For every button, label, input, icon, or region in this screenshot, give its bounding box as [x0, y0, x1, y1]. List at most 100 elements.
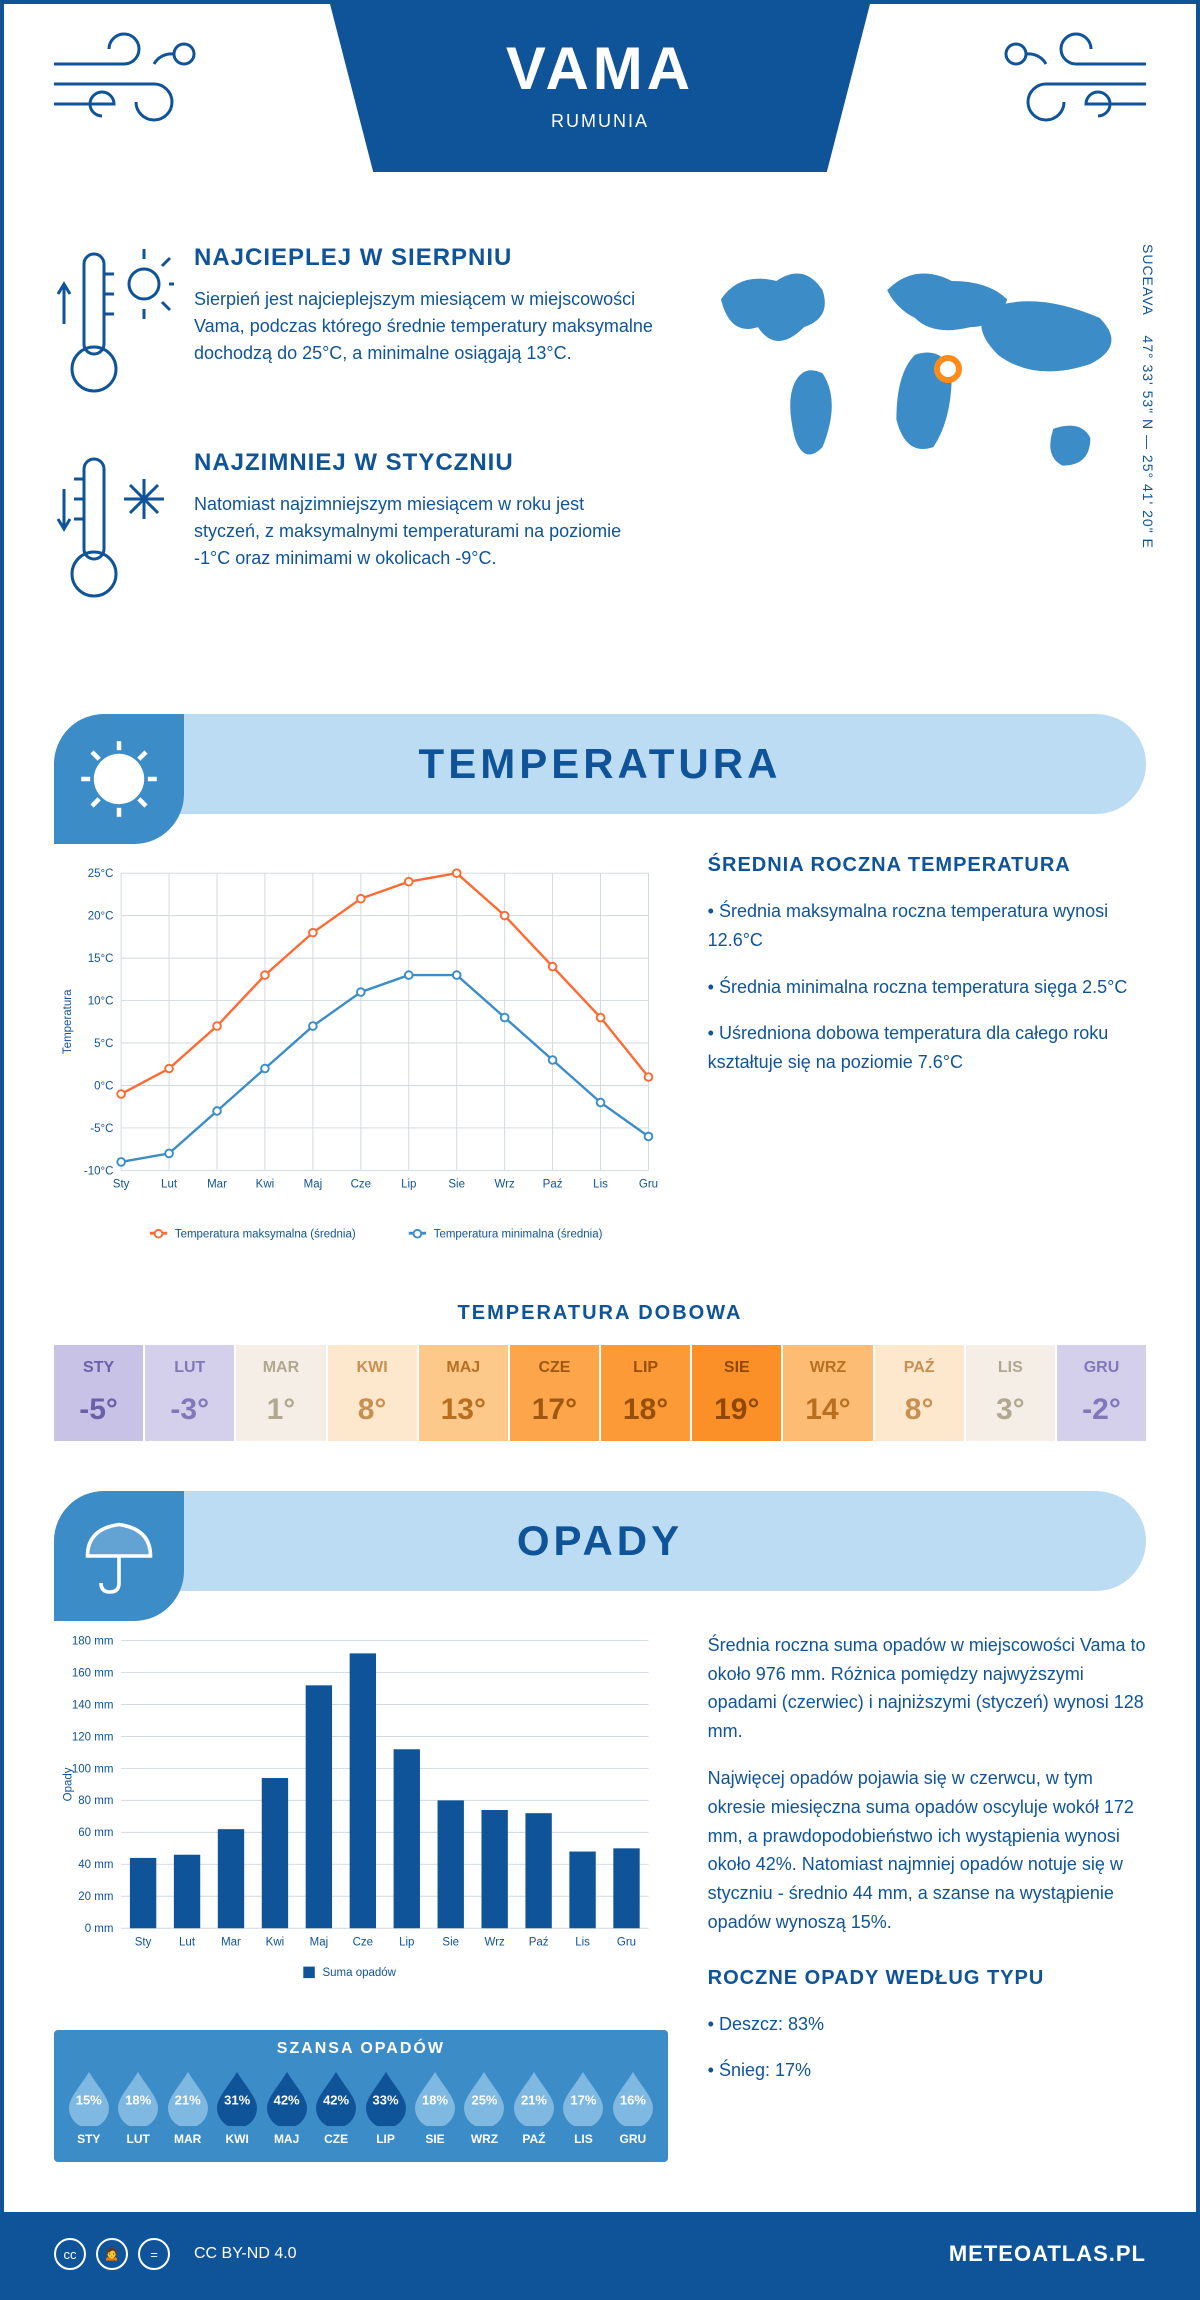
rain-chance-drop: 16% GRU: [609, 2068, 657, 2146]
intro-section: NAJCIEPLEJ W SIERPNIU Sierpień jest najc…: [4, 204, 1196, 694]
rain-chance-drop: 18% LUT: [114, 2068, 162, 2146]
svg-text:Mar: Mar: [221, 1936, 241, 1948]
intro-facts: NAJCIEPLEJ W SIERPNIU Sierpień jest najc…: [54, 244, 654, 654]
svg-text:15°C: 15°C: [88, 953, 114, 965]
daily-temp-table: STY-5°LUT-3°MAR1°KWI8°MAJ13°CZE17°LIP18°…: [54, 1345, 1146, 1441]
precipitation-chart: 0 mm20 mm40 mm60 mm80 mm100 mm120 mm140 …: [54, 1631, 668, 1995]
fact-warm-title: NAJCIEPLEJ W SIERPNIU: [194, 244, 654, 272]
svg-text:140 mm: 140 mm: [72, 1699, 114, 1711]
svg-text:Lis: Lis: [575, 1936, 590, 1948]
precip-title: OPADY: [54, 1491, 1146, 1591]
world-map: SUCEAVA 47° 33' 53" N — 25° 41' 20" E: [684, 244, 1146, 654]
precipitation-section: OPADY 0 mm20 mm40 mm60 mm80 mm100 mm120 …: [54, 1491, 1146, 2162]
temperature-summary: ŚREDNIA ROCZNA TEMPERATURA • Średnia mak…: [708, 854, 1146, 1262]
temp-summary-0: • Średnia maksymalna roczna temperatura …: [708, 897, 1146, 955]
wind-icon-left: [44, 24, 204, 149]
thermometer-snow-icon: [54, 449, 174, 614]
svg-text:Cze: Cze: [351, 1179, 371, 1191]
daily-temp-cell: WRZ14°: [783, 1345, 872, 1441]
location-marker: [934, 355, 962, 383]
precip-summary-0: Średnia roczna suma opadów w miejscowośc…: [708, 1631, 1146, 1746]
svg-text:Gru: Gru: [639, 1179, 658, 1191]
precip-summary: Średnia roczna suma opadów w miejscowośc…: [708, 1631, 1146, 2162]
svg-text:40 mm: 40 mm: [78, 1859, 113, 1871]
svg-text:Wrz: Wrz: [495, 1179, 515, 1191]
annual-type-1: • Śnieg: 17%: [708, 2056, 1146, 2085]
svg-text:120 mm: 120 mm: [72, 1731, 114, 1743]
svg-text:Lip: Lip: [399, 1936, 414, 1948]
daily-temp-cell: LUT-3°: [145, 1345, 234, 1441]
rain-chance-drop: 15% STY: [65, 2068, 113, 2146]
daily-temp-cell: GRU-2°: [1057, 1345, 1146, 1441]
by-icon: 🙍: [96, 2238, 128, 2270]
svg-text:Paź: Paź: [529, 1936, 549, 1948]
fact-warm-body: Sierpień jest najcieplejszym miesiącem w…: [194, 286, 654, 367]
temperature-chart: -10°C-5°C0°C5°C10°C15°C20°C25°CStyLutMar…: [54, 854, 668, 1262]
svg-text:Lis: Lis: [593, 1179, 608, 1191]
city-name: VAMA: [330, 34, 870, 103]
svg-text:Maj: Maj: [304, 1179, 323, 1191]
daily-temp-cell: LIS3°: [966, 1345, 1055, 1441]
temp-summary-title: ŚREDNIA ROCZNA TEMPERATURA: [708, 854, 1146, 877]
temperature-section: TEMPERATURA -10°C-5°C0°C5°C10°C15°C20°C2…: [54, 714, 1146, 1441]
svg-text:Sty: Sty: [135, 1936, 152, 1948]
country-name: RUMUNIA: [330, 111, 870, 132]
brand-name: METEOATLAS.PL: [949, 2241, 1146, 2267]
svg-text:0°C: 0°C: [94, 1080, 113, 1092]
svg-text:25°C: 25°C: [88, 868, 114, 880]
svg-text:-10°C: -10°C: [84, 1165, 114, 1177]
svg-text:60 mm: 60 mm: [78, 1827, 113, 1839]
coordinates: SUCEAVA 47° 33' 53" N — 25° 41' 20" E: [1140, 244, 1156, 549]
precip-summary-1: Najwięcej opadów pojawia się w czerwcu, …: [708, 1764, 1146, 1937]
rain-chance-drop: 21% PAŹ: [510, 2068, 558, 2146]
daily-temp-cell: SIE19°: [692, 1345, 781, 1441]
daily-temp-cell: KWI8°: [328, 1345, 417, 1441]
svg-text:Lip: Lip: [401, 1179, 416, 1191]
daily-temp-cell: MAJ13°: [419, 1345, 508, 1441]
svg-text:0 mm: 0 mm: [85, 1923, 114, 1935]
svg-text:Sie: Sie: [448, 1179, 465, 1191]
svg-text:Paź: Paź: [543, 1179, 563, 1191]
svg-text:Gru: Gru: [617, 1936, 636, 1948]
daily-temp-cell: CZE17°: [510, 1345, 599, 1441]
daily-temp-cell: STY-5°: [54, 1345, 143, 1441]
precip-chart-column: 0 mm20 mm40 mm60 mm80 mm100 mm120 mm140 …: [54, 1631, 668, 2162]
fact-warmest: NAJCIEPLEJ W SIERPNIU Sierpień jest najc…: [54, 244, 654, 409]
svg-text:160 mm: 160 mm: [72, 1667, 114, 1679]
svg-text:Cze: Cze: [353, 1936, 373, 1948]
svg-text:Opady: Opady: [62, 1767, 74, 1801]
title-banner: VAMA RUMUNIA: [330, 4, 870, 172]
fact-coldest: NAJZIMNIEJ W STYCZNIU Natomiast najzimni…: [54, 449, 654, 614]
svg-text:180 mm: 180 mm: [72, 1635, 114, 1647]
annual-type-0: • Deszcz: 83%: [708, 2010, 1146, 2039]
svg-text:Wrz: Wrz: [485, 1936, 505, 1948]
svg-text:Temperatura minimalna (średnia: Temperatura minimalna (średnia): [434, 1229, 603, 1241]
header: VAMA RUMUNIA: [4, 4, 1196, 204]
license-text: CC BY-ND 4.0: [194, 2245, 297, 2263]
svg-text:Kwi: Kwi: [266, 1936, 285, 1948]
sun-icon: [54, 714, 184, 844]
svg-text:Kwi: Kwi: [256, 1179, 275, 1191]
svg-text:Lut: Lut: [161, 1179, 178, 1191]
fact-cold-body: Natomiast najzimniejszym miesiącem w rok…: [194, 491, 654, 572]
rain-chance-drop: 31% KWI: [213, 2068, 261, 2146]
rain-chance-title: SZANSA OPADÓW: [54, 2040, 668, 2058]
fact-cold-title: NAJZIMNIEJ W STYCZNIU: [194, 449, 654, 477]
svg-text:100 mm: 100 mm: [72, 1763, 114, 1775]
svg-text:-5°C: -5°C: [90, 1123, 113, 1135]
footer: cc 🙍 = CC BY-ND 4.0 METEOATLAS.PL: [4, 2212, 1196, 2296]
umbrella-icon: [54, 1491, 184, 1621]
rain-chance-drop: 33% LIP: [362, 2068, 410, 2146]
daily-temp-cell: PAŹ8°: [875, 1345, 964, 1441]
svg-text:Maj: Maj: [310, 1936, 329, 1948]
daily-temp-cell: LIP18°: [601, 1345, 690, 1441]
temp-summary-1: • Średnia minimalna roczna temperatura s…: [708, 973, 1146, 1002]
svg-text:10°C: 10°C: [88, 995, 114, 1007]
rain-chance-drop: 42% MAJ: [263, 2068, 311, 2146]
rain-chance-drop: 25% WRZ: [460, 2068, 508, 2146]
thermometer-sun-icon: [54, 244, 174, 409]
svg-text:Sie: Sie: [442, 1936, 459, 1948]
rain-chance-drop: 42% CZE: [312, 2068, 360, 2146]
svg-text:Temperatura maksymalna (średni: Temperatura maksymalna (średnia): [175, 1229, 356, 1241]
rain-chance-panel: SZANSA OPADÓW 15% STY 18% LUT 21% MAR 31…: [54, 2030, 668, 2162]
